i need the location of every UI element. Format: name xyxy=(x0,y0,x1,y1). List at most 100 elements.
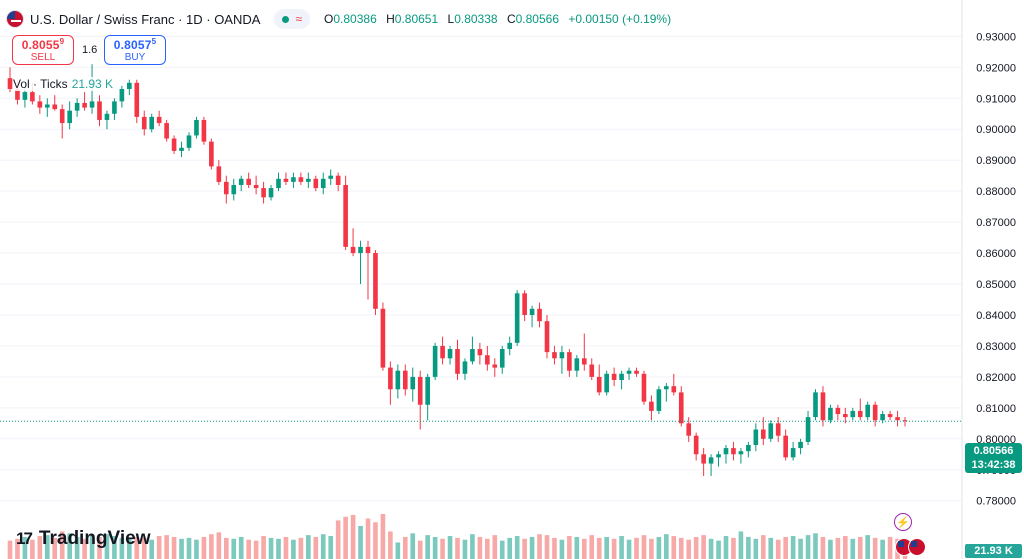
candlesticks xyxy=(7,64,908,476)
volume-bar xyxy=(209,534,214,559)
volume-bar xyxy=(112,536,117,559)
volume-bar xyxy=(872,537,878,559)
candle-body xyxy=(507,342,513,350)
volume-bar xyxy=(678,537,684,559)
volume-bar xyxy=(320,534,326,559)
candle-body xyxy=(298,177,304,182)
volume-value: 21.93 K xyxy=(71,77,114,91)
candle-body xyxy=(97,101,102,120)
candle-body xyxy=(902,420,908,422)
last-price-value: 0.80566 xyxy=(973,445,1014,457)
candle-body xyxy=(313,178,319,189)
volume-bar xyxy=(253,540,259,559)
candle-body xyxy=(112,101,117,114)
candle-body xyxy=(201,119,207,142)
status-pill[interactable]: ≈ xyxy=(274,9,311,29)
volume-bar xyxy=(693,536,699,559)
volume-bar xyxy=(276,538,281,559)
candle-body xyxy=(499,349,505,368)
volume-bar xyxy=(843,536,848,559)
candle-body xyxy=(768,423,774,439)
volume-bar xyxy=(358,525,363,559)
tradingview-logo[interactable]: 17 TradingView xyxy=(16,528,151,550)
candle-body xyxy=(611,373,617,380)
volume-bar xyxy=(760,535,766,559)
volume-bar xyxy=(59,531,65,559)
volume-bars xyxy=(7,514,908,559)
candle-body xyxy=(216,166,222,182)
candle-body xyxy=(127,82,132,90)
volume-bar xyxy=(798,538,803,559)
sell-label: SELL xyxy=(30,52,56,63)
candle-body xyxy=(514,293,520,343)
volume-bar xyxy=(455,537,460,559)
volume-bar xyxy=(731,537,736,559)
buy-button[interactable]: 0.80575 BUY xyxy=(104,35,166,65)
volume-bar xyxy=(649,538,654,559)
us-event-flag-icon[interactable] xyxy=(908,538,926,556)
volume-bar xyxy=(171,536,177,559)
candle-body xyxy=(664,386,669,390)
volume-bar xyxy=(298,537,304,559)
volume-bar xyxy=(179,538,184,559)
volume-bar xyxy=(664,534,669,559)
lightning-event-icon[interactable]: ⚡ xyxy=(894,513,912,531)
volume-label: Vol · Ticks xyxy=(13,77,68,91)
candle-body xyxy=(656,389,662,411)
candle-body xyxy=(156,116,162,124)
candle-body xyxy=(186,135,192,148)
volume-bar xyxy=(380,514,386,559)
volume-bar xyxy=(402,536,408,559)
low-value: 0.80338 xyxy=(454,12,498,26)
volume-bar xyxy=(373,522,378,559)
candle-body xyxy=(67,110,72,124)
price-tick-label: 0.90000 xyxy=(976,124,1016,136)
candle-body xyxy=(589,364,595,377)
candle-body xyxy=(805,417,811,442)
price-tick-label: 0.78000 xyxy=(976,496,1016,508)
bar-countdown: 13:42:38 xyxy=(971,459,1016,471)
candle-body xyxy=(335,175,341,185)
volume-legend[interactable]: Vol · Ticks 21.93 K xyxy=(13,77,114,91)
candle-body xyxy=(141,116,147,130)
candle-body xyxy=(887,414,893,418)
spread-value: 1.6 xyxy=(82,44,98,56)
volume-bar xyxy=(775,539,781,559)
volume-bar xyxy=(15,538,20,559)
volume-bar xyxy=(149,539,155,559)
candle-body xyxy=(223,181,229,195)
candle-body xyxy=(358,246,363,254)
candle-body xyxy=(843,414,848,418)
candle-body xyxy=(753,429,759,445)
market-open-icon xyxy=(282,15,290,23)
volume-bar xyxy=(753,538,759,559)
candle-body xyxy=(320,178,326,189)
volume-bar xyxy=(544,535,550,559)
candle-body xyxy=(291,177,296,182)
volume-bar xyxy=(507,537,513,559)
symbol-title[interactable]: U.S. Dollar / Swiss Franc · 1D · OANDA xyxy=(30,11,261,27)
volume-bar xyxy=(477,536,483,559)
volume-bar xyxy=(216,532,222,559)
sell-button[interactable]: 0.80559 SELL xyxy=(12,35,74,65)
volume-bar xyxy=(850,538,856,559)
candle-body xyxy=(89,101,95,108)
volume-bar xyxy=(887,536,893,559)
candle-body xyxy=(581,358,587,365)
candle-body xyxy=(790,448,796,458)
volume-bar xyxy=(194,539,199,559)
candle-body xyxy=(276,178,281,189)
candle-body xyxy=(410,376,416,390)
grid-lines xyxy=(0,35,962,502)
volume-bar xyxy=(7,540,13,559)
candle-body xyxy=(529,308,535,315)
open-value: 0.80386 xyxy=(333,12,377,26)
volume-bar xyxy=(634,537,639,559)
candle-body xyxy=(537,308,542,322)
candle-body xyxy=(82,102,87,108)
candle-body xyxy=(895,417,900,421)
volume-bar xyxy=(164,535,169,559)
candle-body xyxy=(350,246,356,254)
volume-bar xyxy=(395,542,401,559)
